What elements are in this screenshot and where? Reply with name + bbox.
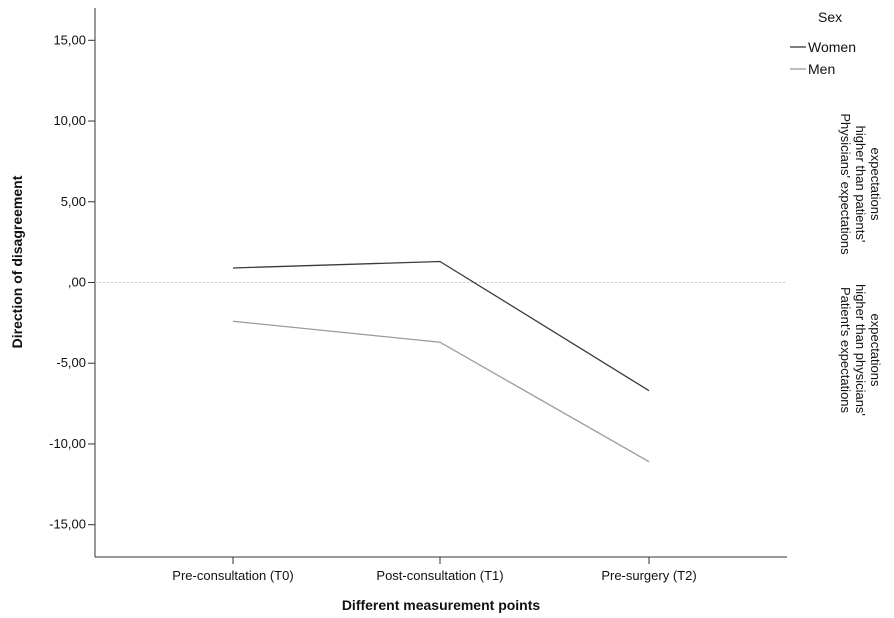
annotation-line: expectations	[868, 148, 883, 221]
legend-label-men: Men	[808, 61, 835, 77]
y-tick-label: 15,00	[53, 32, 86, 47]
y-tick-label: -15,00	[49, 517, 86, 532]
x-axis-ticks: Pre-consultation (T0) Post-consultation (…	[172, 557, 697, 583]
annotations: Physicians' expectations higher than pati…	[838, 113, 883, 416]
series-layer	[232, 260, 650, 463]
legend-label-women: Women	[808, 39, 856, 55]
series-line-women	[232, 260, 650, 392]
y-tick-label: -10,00	[49, 436, 86, 451]
annotation-physicians-higher: Physicians' expectations higher than pati…	[838, 113, 883, 255]
x-tick-label: Pre-surgery (T2)	[601, 568, 696, 583]
annotation-patients-higher: Patient's expectations higher than physic…	[838, 284, 883, 416]
x-tick-label: Pre-consultation (T0)	[172, 568, 293, 583]
legend: Sex Women Men	[790, 9, 856, 77]
annotation-line: higher than physicians'	[853, 284, 868, 416]
legend-title: Sex	[818, 9, 842, 25]
y-tick-label: -5,00	[56, 355, 86, 370]
annotation-line: Physicians' expectations	[838, 113, 853, 255]
y-tick-label: ,00	[68, 275, 86, 290]
annotation-line: higher than patients'	[853, 126, 868, 243]
y-tick-label: 10,00	[53, 113, 86, 128]
y-tick-label: 5,00	[61, 194, 86, 209]
series-line-men	[232, 320, 650, 463]
y-axis-title: Direction of disagreement	[9, 175, 25, 348]
x-tick-label: Post-consultation (T1)	[376, 568, 503, 583]
annotation-line: expectations	[868, 314, 883, 387]
annotation-line: Patient's expectations	[838, 287, 853, 414]
y-axis-ticks: 15,00 10,00 5,00 ,00 -5,00 -10,00 -15,00	[49, 32, 95, 532]
x-axis-title: Different measurement points	[342, 597, 541, 613]
